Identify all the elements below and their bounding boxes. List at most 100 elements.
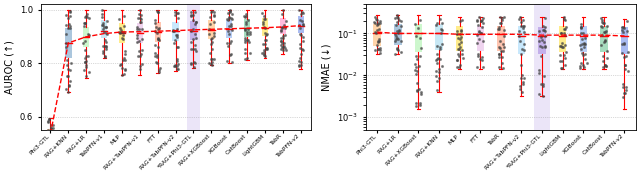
Point [227, 29, 237, 32]
Point [260, 18, 270, 21]
Point [392, 16, 403, 19]
Point [132, 33, 142, 36]
Point [477, 25, 488, 28]
Point [239, 48, 250, 51]
Point [474, 29, 484, 32]
Point [396, 51, 406, 54]
Point [241, 23, 251, 26]
Point [205, 15, 215, 18]
Point [61, 46, 71, 49]
Point [433, 57, 443, 60]
Point [136, 62, 147, 65]
Point [294, 64, 304, 66]
Point [452, 29, 462, 32]
Point [223, 12, 233, 15]
Point [150, 21, 161, 24]
Point [410, 63, 420, 66]
Point [257, 52, 268, 55]
Point [597, 34, 607, 37]
Bar [374, 24, 381, 46]
Point [472, 33, 483, 36]
Point [602, 25, 612, 28]
Point [280, 27, 291, 30]
Point [209, 10, 219, 13]
Point [499, 29, 509, 32]
Point [396, 20, 406, 22]
Point [294, 9, 304, 12]
Point [170, 10, 180, 13]
Point [452, 33, 462, 36]
Point [431, 53, 442, 56]
Point [257, 23, 268, 26]
Point [517, 48, 527, 51]
Point [579, 36, 589, 39]
Point [619, 91, 629, 94]
Point [259, 52, 269, 55]
Point [600, 64, 610, 66]
Point [223, 33, 234, 36]
Point [455, 38, 465, 41]
Point [118, 38, 129, 40]
Point [581, 62, 591, 64]
Point [372, 23, 383, 25]
Point [84, 17, 94, 20]
Point [224, 17, 234, 19]
Point [435, 58, 445, 61]
Point [47, 141, 58, 144]
Point [451, 58, 461, 61]
Point [206, 43, 216, 46]
Point [497, 67, 508, 69]
Point [172, 34, 182, 37]
Point [209, 31, 219, 34]
Point [495, 47, 506, 49]
Point [618, 25, 628, 28]
Point [296, 60, 306, 63]
Point [46, 138, 56, 141]
Point [150, 51, 160, 54]
Point [539, 74, 549, 77]
Bar [600, 26, 607, 52]
Point [390, 53, 400, 56]
Point [617, 29, 627, 32]
Point [81, 64, 92, 66]
Point [295, 27, 305, 30]
Point [431, 22, 442, 24]
Point [152, 62, 163, 65]
Point [225, 9, 236, 12]
Point [537, 38, 547, 41]
Point [412, 72, 422, 75]
Point [389, 32, 399, 35]
Point [100, 38, 110, 41]
Point [559, 53, 570, 56]
Point [191, 20, 202, 23]
Point [280, 47, 290, 49]
Point [257, 12, 268, 15]
Bar [187, 4, 200, 130]
Point [169, 65, 179, 68]
Point [600, 63, 611, 66]
Point [392, 30, 402, 33]
Point [261, 48, 271, 51]
Point [223, 45, 233, 48]
Point [80, 21, 90, 24]
Point [97, 24, 107, 27]
Point [374, 28, 384, 31]
Point [494, 55, 504, 58]
Bar [136, 23, 143, 43]
Point [435, 68, 445, 71]
Point [186, 14, 196, 16]
Point [258, 20, 268, 23]
Point [150, 61, 161, 64]
Point [152, 31, 163, 34]
Point [120, 52, 130, 55]
Point [596, 25, 606, 28]
Point [226, 39, 236, 42]
Point [84, 71, 94, 74]
Point [516, 74, 527, 77]
Point [298, 23, 308, 26]
Point [100, 54, 110, 57]
Point [617, 51, 627, 54]
Point [578, 32, 588, 35]
Point [172, 17, 182, 20]
Point [222, 59, 232, 62]
